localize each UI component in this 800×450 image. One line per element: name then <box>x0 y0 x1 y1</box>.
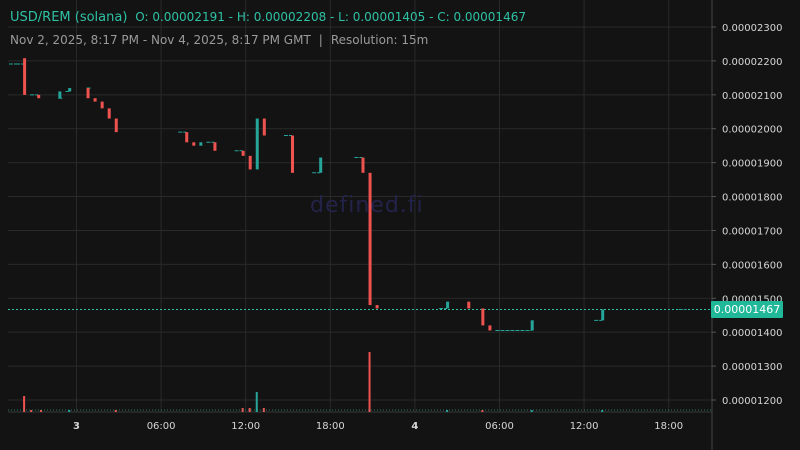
volume-bars <box>8 352 712 412</box>
candle-body <box>467 301 471 309</box>
price-tick-label: 0.00001900 <box>722 159 782 170</box>
candle-body <box>361 157 365 173</box>
volume-bar <box>446 410 449 412</box>
candle-body <box>68 88 72 92</box>
candle-body <box>262 118 266 136</box>
candle-body <box>248 155 252 170</box>
volume-bar <box>255 392 258 412</box>
candle-body <box>481 308 485 326</box>
price-tick-label: 0.00002000 <box>722 125 782 136</box>
separator: | <box>318 33 323 47</box>
volume-bar <box>368 352 371 412</box>
candle-body <box>255 118 259 170</box>
candle-body <box>446 301 450 309</box>
volume-bar <box>481 410 484 412</box>
ohlc-values: O: 0.00002191 - H: 0.00002208 - L: 0.000… <box>135 10 526 24</box>
volume-bar <box>248 408 251 412</box>
volume-bar <box>40 410 43 412</box>
time-tick-label: 12:00 <box>231 421 260 432</box>
candle-body <box>185 132 189 143</box>
symbol-name: USD/REM (solana) <box>10 10 128 25</box>
date-range: Nov 2, 2025, 8:17 PM - Nov 4, 2025, 8:17… <box>10 33 311 47</box>
candle-body <box>368 172 372 306</box>
candle-body <box>213 142 217 151</box>
price-tick-label: 0.00002200 <box>722 57 782 68</box>
volume-bar <box>68 410 71 412</box>
volume-bar <box>114 410 117 412</box>
volume-bar <box>30 410 33 412</box>
volume-bar <box>530 410 533 412</box>
candles <box>9 58 687 331</box>
volume-bar <box>23 396 26 412</box>
price-tick-label: 0.00001500 <box>722 294 782 305</box>
volume-bar <box>601 410 604 412</box>
candle-body <box>319 157 323 173</box>
candle-body <box>601 309 605 321</box>
candle-body <box>100 101 104 109</box>
time-tick-label: 18:00 <box>654 421 683 432</box>
time-tick-label: 06:00 <box>147 421 176 432</box>
price-tick-label: 0.00001600 <box>722 260 782 271</box>
time-tick-label: 18:00 <box>316 421 345 432</box>
price-axis[interactable]: 0.00002300 0.00002200 0.00002100 0.00002000… <box>711 0 782 450</box>
candle-body <box>23 58 27 95</box>
time-axis[interactable]: 3 06:00 12:00 18:00 4 06:00 12:00 18:00 <box>73 421 683 432</box>
chart-subheader: Nov 2, 2025, 8:17 PM - Nov 4, 2025, 8:17… <box>10 33 428 47</box>
time-tick-label: 4 <box>411 421 418 432</box>
resolution-label: Resolution: 15m <box>330 33 429 47</box>
candle-body <box>241 150 245 156</box>
candle-body <box>37 94 41 99</box>
chart-header: USD/REM (solana) O: 0.00002191 - H: 0.00… <box>10 10 526 25</box>
time-tick-label: 3 <box>73 421 80 432</box>
candle-body <box>488 325 492 331</box>
candle-body <box>199 142 203 146</box>
candle-body <box>114 118 118 133</box>
watermark-logo: defined.fi <box>310 193 424 218</box>
chart-grid <box>8 0 712 413</box>
price-tick-label: 0.00001400 <box>722 328 782 339</box>
price-tick-label: 0.00001300 <box>722 362 782 373</box>
price-tick-label: 0.00001200 <box>722 396 782 407</box>
price-tick-label: 0.00001800 <box>722 193 782 204</box>
candle-body <box>375 305 379 309</box>
candle-body <box>58 91 62 99</box>
price-tick-label: 0.00002300 <box>722 23 782 34</box>
price-tick-label: 0.00001700 <box>722 226 782 237</box>
candle-body <box>192 142 196 146</box>
candle-body <box>107 108 111 119</box>
candle-body <box>93 98 97 102</box>
candle-body <box>86 88 90 99</box>
price-tick-label: 0.00002100 <box>722 91 782 102</box>
candle-body <box>291 135 294 173</box>
time-tick-label: 12:00 <box>570 421 599 432</box>
candle-body <box>530 320 534 331</box>
time-tick-label: 06:00 <box>485 421 514 432</box>
last-price-tag: 0.00001467 <box>711 301 783 318</box>
